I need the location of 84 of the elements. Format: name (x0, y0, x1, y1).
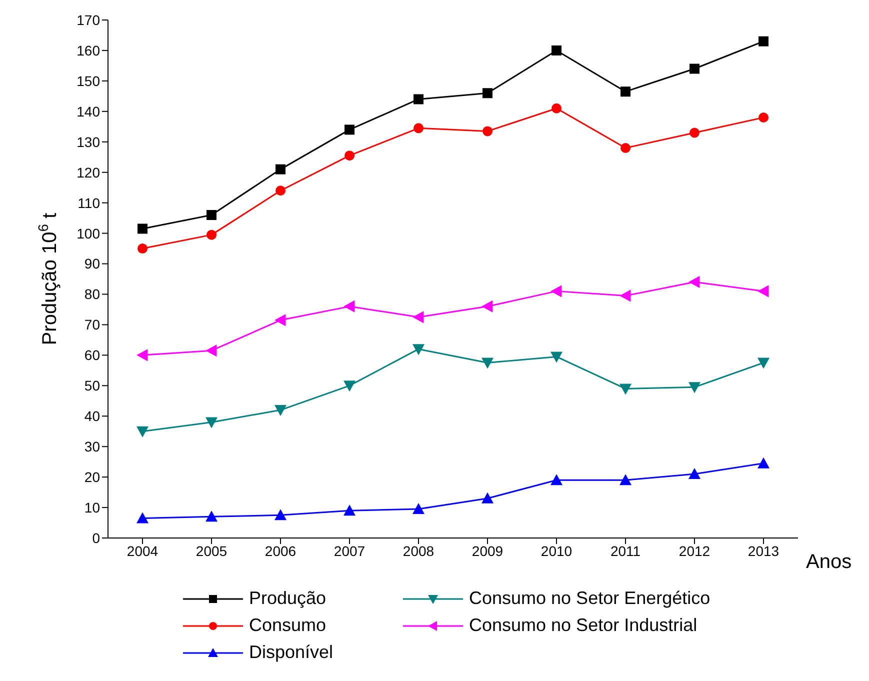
point (620, 384, 632, 395)
y-tick-label: 10 (84, 500, 100, 516)
point (136, 426, 148, 438)
x-tick-label: 2005 (196, 542, 228, 559)
point (138, 224, 148, 234)
point (758, 36, 768, 46)
y-tick-label: 50 (84, 378, 100, 394)
x-tick-label: 2008 (402, 542, 434, 559)
y-tick-label: 130 (76, 134, 100, 150)
point (482, 88, 492, 98)
y-tick-label: 70 (84, 316, 100, 333)
point (550, 352, 562, 363)
point (552, 103, 562, 114)
point (620, 474, 632, 486)
point (138, 244, 148, 254)
x-tick-label: 2010 (540, 542, 572, 559)
legend-label: Consumo no Setor Energético (469, 588, 710, 609)
point (206, 510, 218, 522)
point (344, 124, 354, 135)
point (758, 112, 768, 123)
y-tick-label: 100 (76, 225, 100, 242)
point (344, 504, 356, 516)
point (276, 186, 286, 196)
point (688, 276, 700, 288)
point (206, 230, 216, 240)
y-tick-label: 120 (76, 164, 100, 180)
y-tick-label: 0 (92, 530, 100, 546)
x-axis-title: Anos (806, 551, 852, 573)
point (482, 300, 492, 312)
point (620, 86, 630, 97)
y-tick-label: 30 (84, 438, 100, 455)
y-tick-label: 90 (84, 256, 100, 272)
point (482, 492, 494, 504)
x-tick-label: 2007 (334, 542, 366, 559)
point (758, 285, 768, 298)
legend-label: Produção (249, 588, 326, 609)
x-tick-label: 2006 (264, 542, 296, 559)
x-tick-label: 2011 (610, 542, 641, 559)
point (206, 210, 216, 220)
point (758, 358, 770, 369)
point (482, 126, 492, 136)
point (620, 290, 630, 302)
point (136, 349, 148, 362)
point (206, 344, 216, 357)
point (344, 380, 356, 392)
y-tick-label: 40 (84, 408, 100, 424)
y-tick-label: 80 (84, 286, 100, 302)
x-tick-label: 2013 (748, 542, 780, 559)
y-tick-label: 140 (76, 103, 100, 120)
y-tick-label: 60 (84, 347, 100, 364)
point (344, 150, 354, 161)
point (206, 417, 218, 428)
y-tick-label: 150 (76, 72, 100, 89)
point (620, 142, 630, 153)
legend-label: Consumo no Setor Industrial (469, 615, 698, 636)
point (688, 468, 700, 480)
point (550, 474, 562, 486)
point (276, 164, 286, 174)
point (412, 344, 424, 356)
point (552, 45, 562, 56)
point (414, 94, 424, 104)
x-tick-label: 2009 (472, 542, 504, 559)
point (690, 64, 700, 74)
x-tick-label: 2004 (126, 542, 158, 559)
point (412, 311, 424, 324)
y-tick-label: 160 (76, 42, 100, 58)
point (136, 512, 148, 524)
point (482, 358, 494, 369)
legend-label: Consumo (249, 615, 326, 636)
y-tick-label: 20 (84, 469, 100, 486)
point (758, 457, 770, 468)
point (414, 123, 424, 134)
legend-label: Disponível (249, 642, 334, 663)
point (274, 405, 286, 416)
point (274, 509, 286, 520)
point (274, 314, 286, 326)
x-tick-label: 2012 (678, 542, 710, 559)
point (690, 128, 700, 138)
point (550, 285, 562, 298)
point (412, 503, 424, 514)
point (344, 300, 354, 312)
y-tick-label: 110 (78, 194, 100, 211)
point (688, 382, 700, 394)
y-tick-label: 170 (76, 12, 100, 28)
